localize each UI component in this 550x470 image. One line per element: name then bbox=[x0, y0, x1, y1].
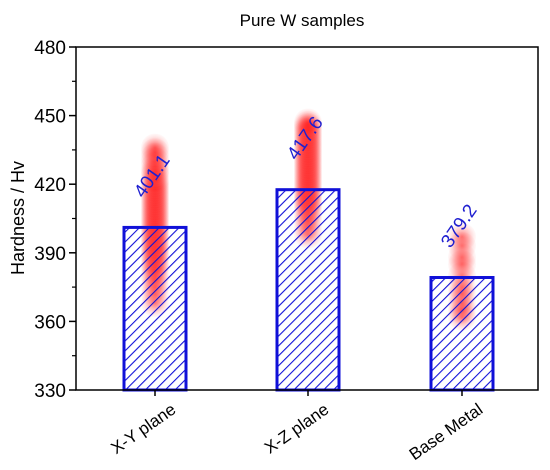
y-tick-label-3: 420 bbox=[34, 175, 66, 196]
bar-2 bbox=[429, 275, 495, 392]
x-axis-ticks: X-Y plane X-Z plane Base Metal bbox=[107, 390, 486, 464]
data-point-0-51 bbox=[141, 133, 169, 162]
bars-layer bbox=[122, 188, 495, 392]
y-tick-label-2: 390 bbox=[34, 244, 66, 265]
bar-0 bbox=[122, 225, 188, 392]
x-tick-label-1: X-Z plane bbox=[261, 400, 332, 458]
y-tick-label-5: 480 bbox=[34, 38, 66, 59]
y-tick-label-1: 360 bbox=[34, 312, 66, 333]
y-tick-label-4: 450 bbox=[34, 107, 66, 128]
y-axis-label: Hardness / Hv bbox=[8, 161, 28, 275]
data-point-1-42 bbox=[294, 108, 322, 137]
bar-1 bbox=[275, 188, 341, 392]
y-tick-label-0: 330 bbox=[34, 381, 66, 402]
x-tick-label-0: X-Y plane bbox=[107, 400, 179, 458]
data-point-2-9 bbox=[448, 222, 476, 251]
y-axis-ticks: 330 360 390 420 450 480 bbox=[34, 38, 76, 402]
x-tick-label-2: Base Metal bbox=[406, 400, 487, 464]
chart-title: Pure W samples bbox=[240, 11, 365, 30]
